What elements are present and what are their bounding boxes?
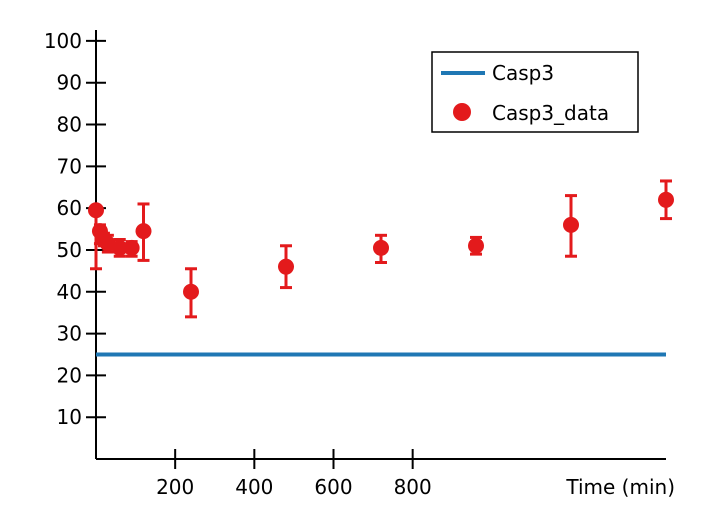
data-point [563,216,579,233]
data-point-group [468,235,484,256]
legend-casp3-label: Casp3 [492,61,554,85]
x-tick-label: 400 [235,475,273,499]
y-tick-label: 90 [57,71,82,95]
y-tick-label: 70 [57,154,82,178]
y-tick-label: 10 [57,405,82,429]
x-tick-label: 200 [156,475,194,499]
data-point [123,239,140,256]
data-point-group [658,179,674,221]
data-point [658,191,674,208]
legend-casp3-data-swatch [453,103,471,121]
data-point [135,223,152,240]
y-tick-label: 30 [57,322,82,346]
data-point [183,283,199,300]
data-point [278,258,294,275]
x-tick-label: 800 [394,475,432,499]
data-point [373,239,389,256]
data-point [88,202,104,219]
y-tick-label: 80 [57,113,82,137]
series-casp3-data-points [88,179,674,319]
data-point-group [563,194,579,258]
legend: Casp3 Casp3_data [431,51,639,133]
y-tick-label: 20 [57,363,82,387]
data-point-group [278,244,294,290]
y-tick-label: 50 [57,238,82,262]
data-point-group [123,239,140,258]
data-point [468,237,484,254]
y-tick-label: 60 [57,196,82,220]
data-point-group [183,267,199,319]
y-tick-label: 40 [57,280,82,304]
x-axis-label: Time (min) [565,475,675,499]
data-point-group [135,202,152,262]
x-axis-label-group: Time (min) [565,475,675,499]
data-point [111,239,128,256]
data-point-group [373,233,389,264]
legend-casp3-data-label: Casp3_data [492,101,609,125]
y-tick-label: 100 [44,29,82,53]
data-point-group [111,238,128,258]
x-tick-label: 600 [314,475,352,499]
